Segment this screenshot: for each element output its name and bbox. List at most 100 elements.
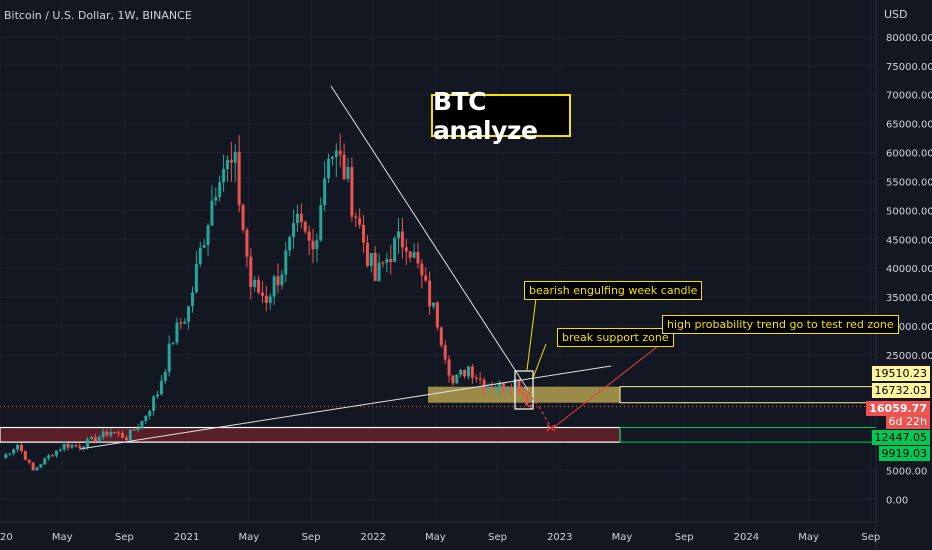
candle-body: [498, 383, 502, 390]
x-tick-label: 2021: [174, 532, 199, 543]
candle-body: [257, 279, 261, 293]
candle-body: [202, 245, 206, 248]
price-tag-zone-bottom: 16732.03: [871, 383, 930, 398]
candle-body: [93, 437, 97, 442]
candle-body: [400, 231, 404, 248]
x-tick-label: 2023: [547, 532, 572, 543]
candle-body: [494, 389, 498, 391]
candle-body: [327, 158, 331, 179]
y-tick-label: 65000.00: [886, 120, 932, 131]
red-zone: [0, 426, 621, 443]
candle-body: [163, 371, 167, 381]
candle-body: [365, 242, 369, 266]
candle-body: [420, 263, 424, 276]
candle-body: [455, 374, 459, 384]
candle-body: [124, 437, 128, 441]
candle-body: [463, 370, 467, 377]
candle-body: [264, 295, 268, 303]
candle-body: [280, 274, 284, 286]
candle-body: [159, 380, 163, 395]
y-tick-label: 5000.00: [886, 467, 927, 478]
candle-body: [12, 449, 16, 454]
candle-body: [132, 429, 136, 431]
y-tick-label: 50000.00: [886, 206, 932, 217]
candle-body: [373, 253, 377, 281]
candle-body: [521, 392, 525, 396]
annotation-bearish: bearish engulfing week candle: [524, 281, 703, 300]
candle-body: [241, 205, 245, 230]
candle-body: [249, 256, 253, 288]
x-tick-label: Sep: [861, 532, 880, 543]
candle-body: [447, 359, 451, 376]
candle-body: [16, 444, 20, 450]
candle-body: [206, 225, 210, 246]
candle-body: [268, 296, 272, 303]
candle-body: [175, 322, 179, 343]
candle-body: [276, 276, 280, 286]
candle-body: [43, 458, 47, 465]
candle-body: [377, 262, 381, 281]
candle-body: [346, 167, 350, 180]
candle-body: [490, 386, 494, 390]
candle-body: [47, 455, 51, 459]
candle-body: [194, 263, 198, 293]
candle-body: [303, 221, 307, 232]
candle-body: [432, 302, 436, 307]
candle-body: [144, 415, 148, 421]
candle-body: [474, 377, 478, 379]
x-tick-label: 2024: [734, 532, 759, 543]
candle-body: [505, 388, 509, 391]
candle-body: [350, 167, 354, 217]
y-tick-label: 25000.00: [886, 351, 932, 362]
currency-label: USD: [884, 8, 908, 21]
candle-body: [121, 433, 125, 438]
candle-body: [354, 216, 358, 219]
candle-body: [218, 182, 222, 198]
candle-body: [509, 388, 513, 390]
x-tick-label: Sep: [115, 532, 134, 543]
pointer-bearish: [526, 297, 537, 371]
trend-drawings: [79, 85, 677, 450]
candle-body: [39, 464, 43, 468]
y-tick-label: 55000.00: [886, 177, 932, 188]
candle-body: [517, 379, 521, 393]
candle-body: [198, 247, 202, 264]
candle-body: [148, 410, 152, 416]
candle-body: [156, 394, 159, 397]
x-axis: 2020 May Sep 2021 May Sep 2022 May Sep 2023 May Sep…: [0, 521, 880, 543]
candle-body: [397, 231, 401, 239]
candle-body: [529, 404, 533, 407]
price-tag-red-bottom: 9919.03: [878, 446, 930, 461]
candle-body: [136, 427, 140, 430]
x-tick-label: 2022: [360, 532, 385, 543]
candle-body: [358, 218, 362, 225]
candle-body: [167, 343, 171, 372]
candle-body: [225, 159, 229, 170]
candle-body: [140, 420, 144, 428]
descending-trendline: [330, 85, 529, 391]
candle-body: [89, 437, 93, 440]
candle-body: [385, 258, 389, 263]
candle-body: [31, 462, 35, 471]
candle-body: [439, 327, 443, 346]
candle-body: [8, 453, 12, 455]
candle-body: [4, 454, 8, 458]
candle-body: [222, 169, 226, 183]
candle-body: [470, 366, 474, 378]
x-tick-label: May: [425, 532, 446, 543]
candle-body: [412, 252, 416, 258]
candle-body: [51, 455, 55, 457]
candle-body: [288, 237, 292, 251]
x-tick-label: May: [52, 532, 73, 543]
price-tag-zone-top: 19510.23: [871, 366, 930, 381]
candle-body: [82, 446, 86, 448]
candle-body: [443, 345, 447, 360]
candle-body: [408, 251, 412, 258]
candle-body: [486, 386, 490, 390]
support-zone-extension: [619, 386, 877, 404]
candle-body: [237, 151, 241, 206]
y-tick-label: 80000.00: [886, 33, 932, 44]
candle-body: [62, 444, 66, 450]
candle-body: [101, 431, 105, 438]
